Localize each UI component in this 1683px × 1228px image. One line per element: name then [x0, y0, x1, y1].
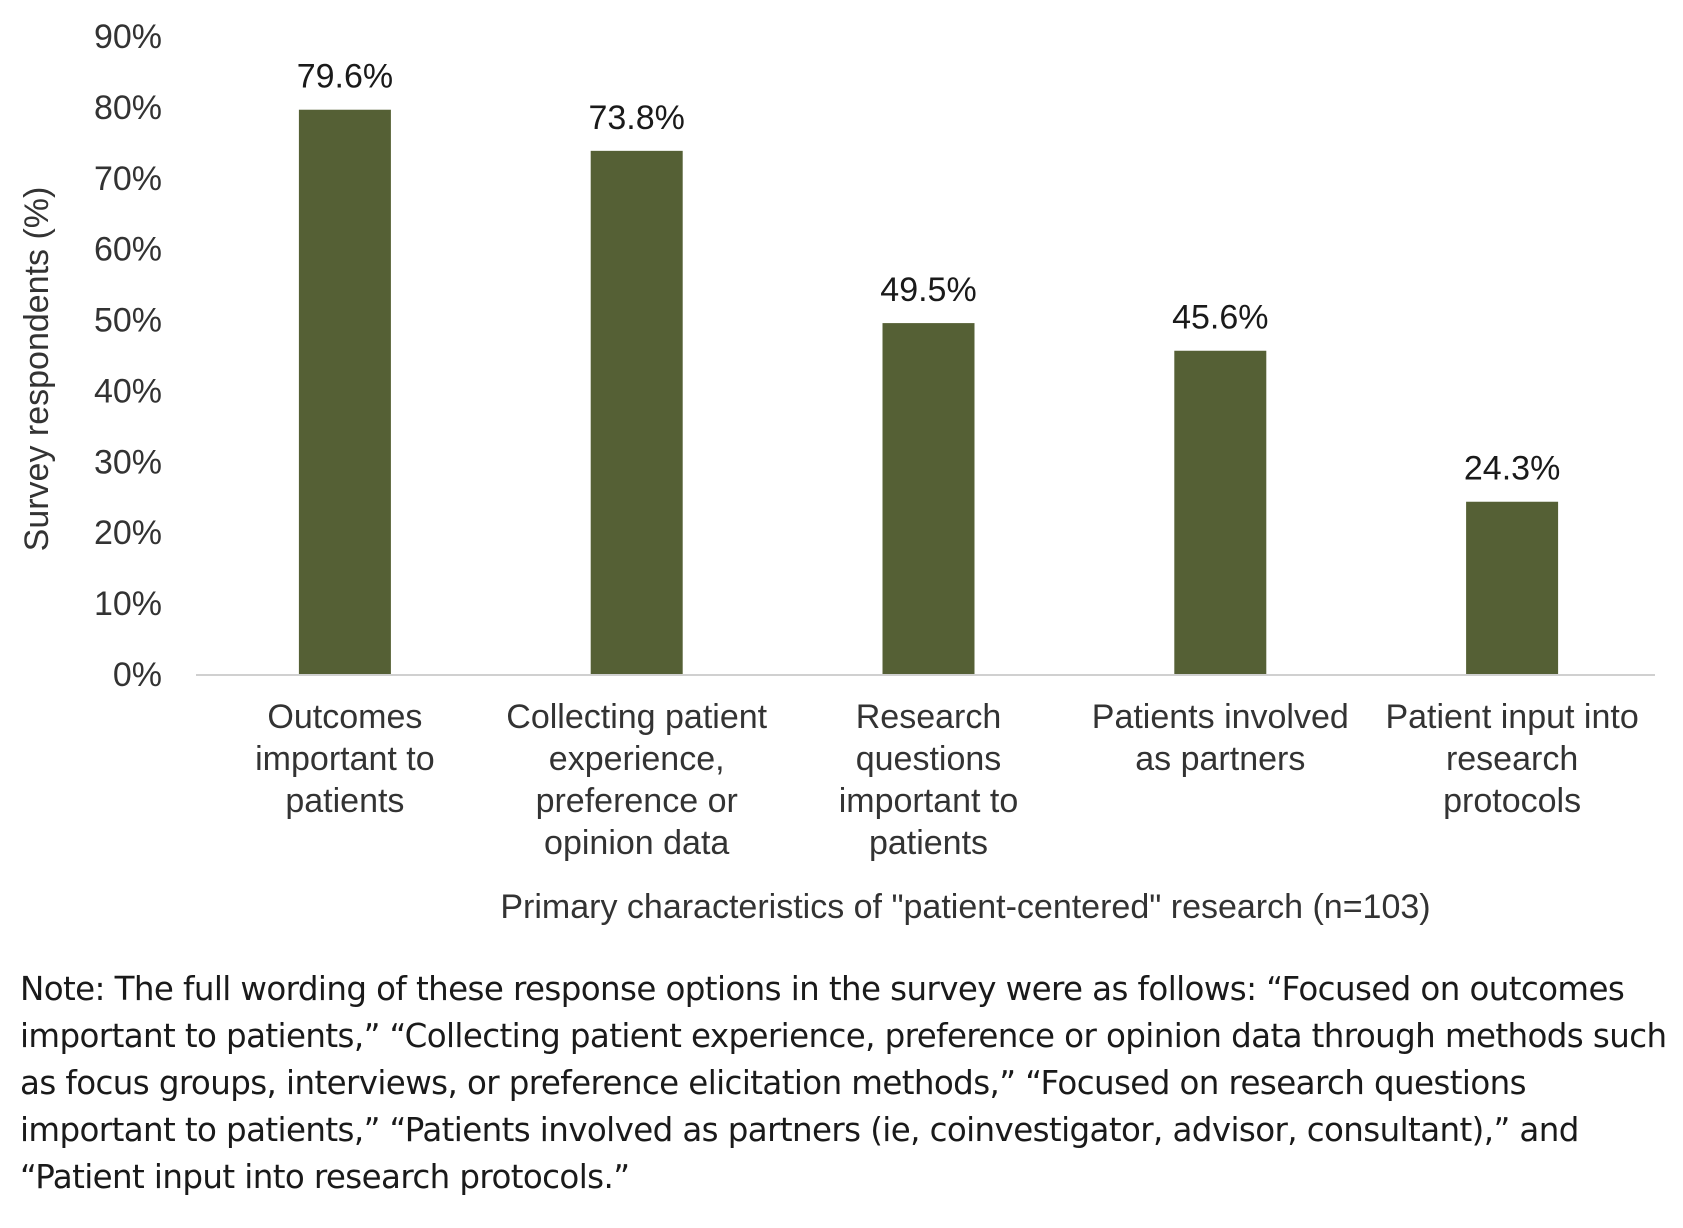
- bar: [1466, 501, 1559, 674]
- y-tick-label: 10%: [94, 585, 162, 623]
- category-label-line: Research: [856, 698, 1002, 736]
- category-label-line: protocols: [1443, 782, 1581, 820]
- y-tick-label: 50%: [94, 302, 162, 340]
- category-label: Outcomes important to patients: [255, 698, 435, 820]
- category-label-line: Collecting patient: [506, 698, 767, 736]
- y-tick-label: 90%: [94, 18, 162, 56]
- data-label: 73.8%: [588, 99, 684, 137]
- category-label-line: Patient input into: [1385, 698, 1638, 736]
- data-label: 79.6%: [297, 58, 393, 96]
- y-tick-label: 40%: [94, 372, 162, 410]
- chart-note: Note: The full wording of these response…: [20, 970, 1667, 1196]
- y-tick-label: 80%: [94, 89, 162, 127]
- y-tick-label: 20%: [94, 514, 162, 552]
- category-label-line: questions: [856, 740, 1002, 778]
- bar: [882, 323, 975, 674]
- category-label-line: important to: [839, 782, 1019, 820]
- y-axis-ticks: 0% 10% 20% 30% 40% 50% 60% 70% 80% 90%: [94, 18, 162, 694]
- y-tick-label: 60%: [94, 231, 162, 269]
- bar-chart: 0% 10% 20% 30% 40% 50% 60% 70% 80% 90% 79.6% 73.8%…: [18, 18, 1655, 926]
- category-label: Patient input into research protocols: [1385, 698, 1638, 820]
- y-tick-label: 30%: [94, 443, 162, 481]
- data-label: 24.3%: [1464, 450, 1560, 488]
- category-label-line: experience,: [549, 740, 725, 778]
- category-label-line: important to: [255, 740, 435, 778]
- category-label-line: patients: [869, 824, 988, 862]
- category-label: Collecting patient experience, preference …: [506, 698, 767, 862]
- y-axis-title: Survey respondents (%): [18, 187, 56, 552]
- bar: [298, 109, 391, 675]
- y-tick-label: 70%: [94, 160, 162, 198]
- x-axis-title: Primary characteristics of "patient-cent…: [500, 888, 1430, 926]
- category-label-line: preference or: [536, 782, 738, 820]
- category-label-line: Patients involved: [1092, 698, 1349, 736]
- category-label: Research questions important to patients: [839, 698, 1019, 862]
- category-label-line: research: [1446, 740, 1578, 778]
- category-label-line: opinion data: [544, 824, 729, 862]
- bar: [590, 150, 683, 675]
- category-label-line: patients: [285, 782, 404, 820]
- category-label: Patients involved as partners: [1092, 698, 1349, 778]
- data-labels: 79.6% 73.8% 49.5% 45.6% 24.3%: [297, 58, 1561, 488]
- bars: [298, 109, 1559, 675]
- y-tick-label: 0%: [113, 656, 162, 694]
- data-label: 49.5%: [880, 271, 976, 309]
- bar: [1174, 350, 1267, 674]
- category-label-line: Outcomes: [267, 698, 422, 736]
- data-label: 45.6%: [1172, 299, 1268, 337]
- category-labels: Outcomes important to patients Collecting p…: [255, 698, 1639, 862]
- category-label-line: as partners: [1135, 740, 1305, 778]
